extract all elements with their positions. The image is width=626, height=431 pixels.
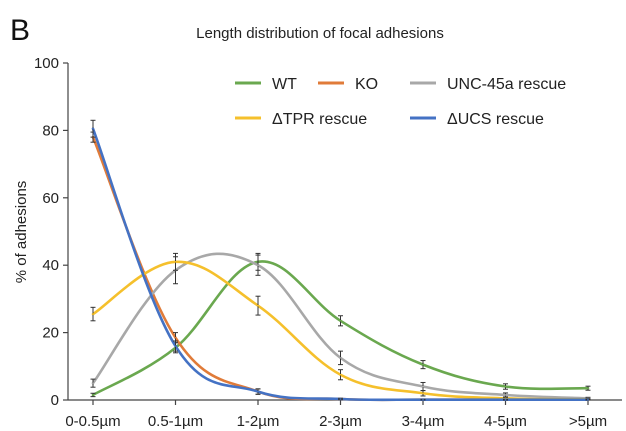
legend: WT KO UNC-45a rescue ΔTPR rescue ΔUCS rescue [235, 76, 566, 128]
y-axis-label: % of adhesions [13, 181, 30, 284]
data-point [587, 398, 589, 401]
series-layer [90, 119, 591, 402]
legend-item: ΔUCS rescue [410, 111, 544, 128]
error-bar [90, 392, 96, 398]
error-bar [255, 295, 261, 316]
error-bar [173, 340, 178, 352]
series--tpr-rescue [90, 252, 591, 401]
data-point [339, 357, 342, 359]
legend-label: ΔTPR rescue [272, 111, 367, 128]
panel-label: B [10, 14, 30, 47]
chart-title: Length distribution of focal adhesions [196, 25, 444, 42]
legend-item: WT [235, 76, 297, 93]
axes: 0 20 40 60 80 100 0-0.5µm 0.5-1µm 1-2µm 2-3µm 3-4µ… [34, 55, 622, 430]
data-point [92, 313, 94, 315]
error-bar [90, 378, 96, 388]
error-bar [338, 315, 343, 327]
legend-label: ΔUCS rescue [447, 111, 544, 128]
data-point [257, 264, 259, 267]
x-tick-label: 1-2µm [237, 413, 280, 430]
legend-item: ΔTPR rescue [235, 111, 367, 128]
error-bar [503, 398, 508, 401]
legend-label: KO [355, 76, 378, 93]
data-point [422, 385, 424, 388]
data-point [339, 320, 342, 322]
data-point [92, 127, 94, 130]
x-tick-label: 3-4µm [402, 413, 445, 430]
error-bar [503, 383, 508, 390]
x-tick-label: 0.5-1µm [148, 413, 203, 430]
legend-label: WT [272, 76, 297, 93]
error-bar [420, 360, 426, 370]
data-point [257, 304, 259, 307]
error-bar [173, 252, 178, 271]
error-bar [90, 306, 96, 322]
data-point [174, 336, 177, 339]
y-tick-label: 40 [42, 257, 59, 274]
error-bar [338, 369, 343, 381]
x-tick-label: 0-0.5µm [65, 413, 120, 430]
error-bar [90, 119, 96, 138]
error-bar [420, 398, 426, 401]
legend-label: UNC-45a rescue [447, 76, 566, 93]
x-tick-label: 2-3µm [319, 413, 362, 430]
y-tick-label: 80 [42, 122, 59, 139]
y-tick-label: 100 [34, 55, 59, 72]
data-point [92, 394, 94, 396]
x-tick-label: >5µm [569, 413, 607, 430]
data-point [257, 390, 259, 393]
data-point [92, 382, 94, 384]
y-tick-label: 60 [42, 190, 59, 207]
y-tick-label: 20 [42, 325, 59, 342]
error-bar [338, 350, 343, 366]
data-point [422, 398, 424, 401]
data-point [587, 387, 589, 390]
data-point [504, 398, 507, 401]
data-point [174, 345, 177, 347]
x-tick-label: 4-5µm [484, 413, 527, 430]
error-bar [255, 254, 261, 276]
error-bar [420, 390, 426, 397]
data-point [504, 385, 507, 388]
error-bar [585, 385, 591, 391]
data-point [339, 398, 342, 400]
data-point [174, 261, 177, 263]
data-point [422, 363, 424, 366]
legend-item: UNC-45a rescue [410, 76, 566, 93]
error-bar [255, 388, 261, 395]
legend-item: KO [318, 76, 378, 93]
y-tick-label: 0 [51, 392, 59, 409]
data-point [422, 392, 424, 395]
data-point [504, 394, 507, 396]
error-bar [338, 397, 343, 401]
data-point [339, 373, 342, 376]
error-bar [585, 398, 591, 401]
series--ucs-rescue [90, 119, 591, 402]
